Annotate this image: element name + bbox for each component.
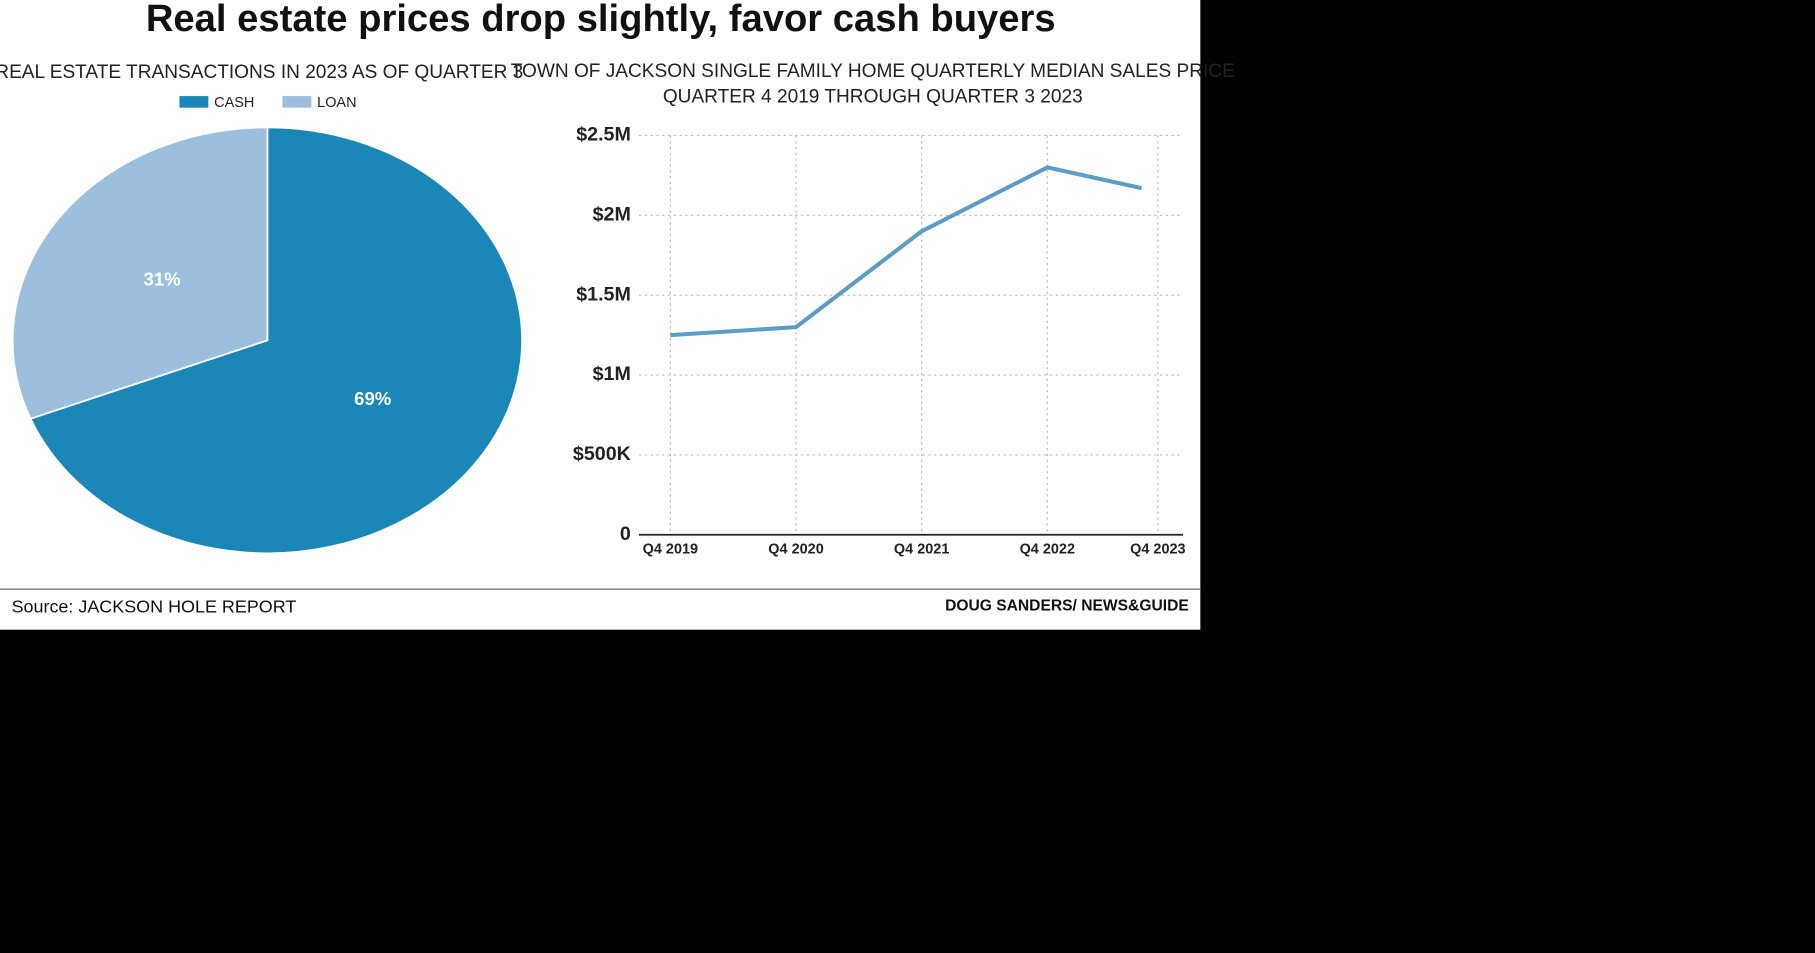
title: Real estate prices drop slightly, favor … (146, 0, 1056, 40)
line-subtitle: QUARTER 4 2019 THROUGH QUARTER 3 2023 (663, 86, 1083, 107)
x-tick-label: Q4 2021 (894, 542, 949, 558)
legend-label: CASH (214, 95, 254, 111)
legend-swatch (179, 96, 209, 108)
legend-label: LOAN (317, 95, 356, 111)
y-tick-label: $2M (593, 204, 631, 226)
y-tick-label: $1.5M (576, 283, 631, 305)
x-tick-label: Q4 2020 (768, 542, 823, 558)
line-title: TOWN OF JACKSON SINGLE FAMILY HOME QUART… (511, 61, 1235, 82)
y-tick-label: $500K (573, 443, 632, 465)
slice-label: 31% (144, 268, 181, 289)
pie-slice (29, 126, 523, 555)
slice-label: 69% (354, 388, 391, 409)
y-tick-label: $2.5M (576, 124, 631, 146)
x-tick-label: Q4 2022 (1020, 542, 1075, 558)
legend-swatch (282, 96, 312, 108)
pie-slice (11, 126, 269, 420)
y-tick-label: $1M (593, 363, 631, 385)
x-tick-label: Q4 2023 (1130, 542, 1185, 558)
pie-title: REAL ESTATE TRANSACTIONS IN 2023 AS OF Q… (0, 62, 523, 83)
line-series (670, 165, 1142, 338)
credit: DOUG SANDERS/ NEWS&GUIDE (945, 598, 1189, 615)
source: Source: JACKSON HOLE REPORT (12, 596, 297, 616)
y-tick-label: 0 (620, 523, 631, 545)
x-tick-label: Q4 2019 (643, 542, 698, 558)
